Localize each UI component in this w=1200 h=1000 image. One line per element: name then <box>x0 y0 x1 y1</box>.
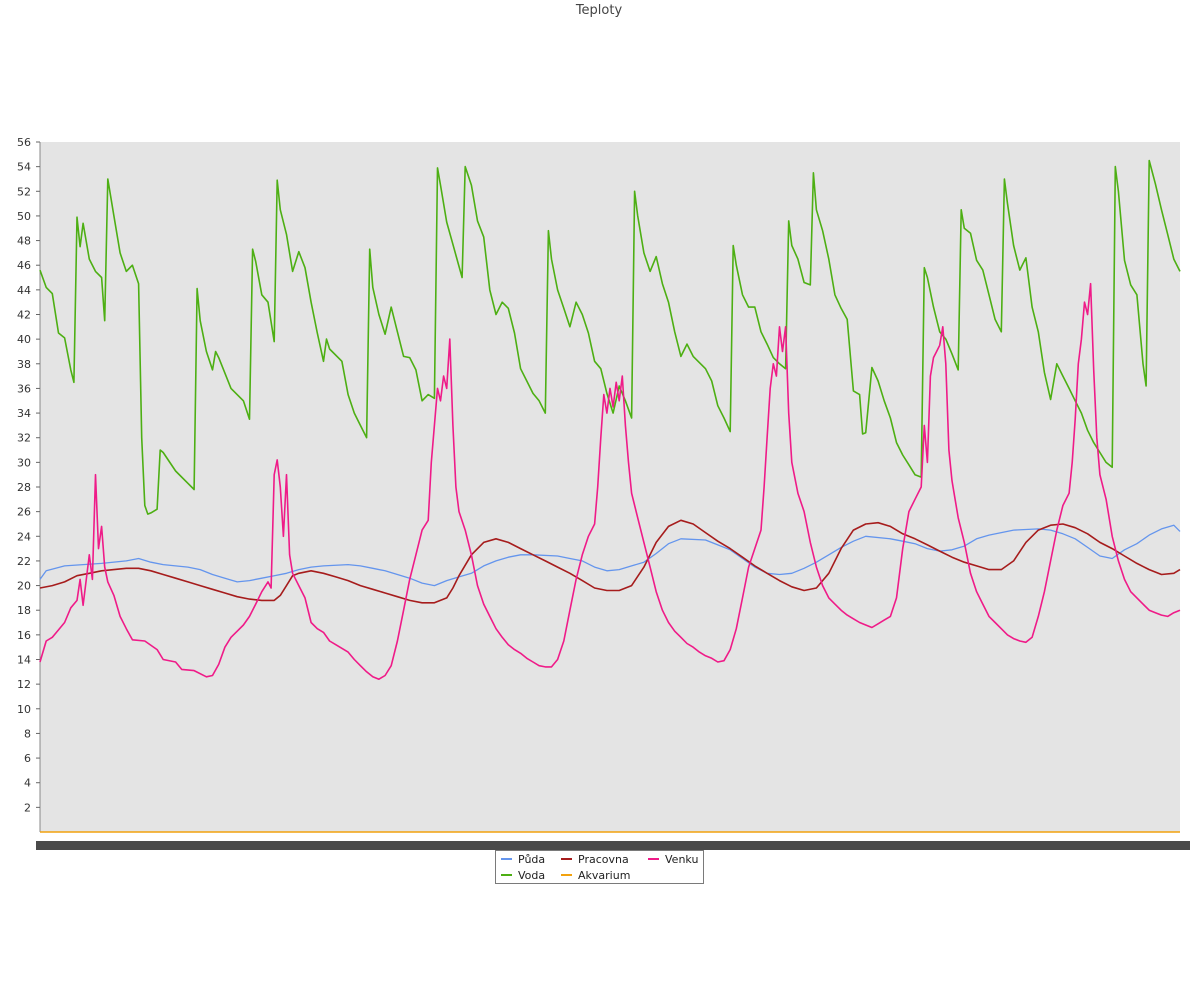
legend-swatch <box>501 858 512 860</box>
legend-label: Voda <box>518 869 546 882</box>
series-lines <box>39 159 1181 833</box>
plot-area <box>40 142 1180 832</box>
y-tick-label: 18 <box>17 604 31 617</box>
y-tick-label: 14 <box>17 654 31 667</box>
y-tick-label: 6 <box>24 752 31 765</box>
legend-item: Akvarium <box>561 869 630 883</box>
y-tick-label: 20 <box>17 580 31 593</box>
legend-label: Akvarium <box>578 869 631 882</box>
legend: Půda Pracovna Venku Voda Akvarium <box>495 850 704 884</box>
legend-swatch <box>561 874 572 876</box>
y-tick-label: 2 <box>24 801 31 814</box>
legend-swatch <box>501 874 512 876</box>
x-axis-tick-band <box>36 841 1190 850</box>
y-tick-label: 44 <box>17 284 31 297</box>
y-tick-label: 50 <box>17 210 31 223</box>
y-tick-label: 32 <box>17 432 31 445</box>
y-tick-label: 56 <box>17 136 31 149</box>
series-line-4 <box>39 282 1181 681</box>
y-tick-label: 52 <box>17 185 31 198</box>
y-tick-label: 16 <box>17 629 31 642</box>
y-tick-label: 54 <box>17 161 31 174</box>
y-tick-label: 42 <box>17 309 31 322</box>
legend-swatch <box>648 858 659 860</box>
y-tick-label: 12 <box>17 678 31 691</box>
series-line-0 <box>39 524 1181 587</box>
y-tick-label: 48 <box>17 235 31 248</box>
y-tick-label: 24 <box>17 530 31 543</box>
legend-label: Venku <box>665 853 699 866</box>
series-line-1 <box>39 159 1181 515</box>
legend-item: Voda <box>501 869 545 883</box>
y-tick-label: 30 <box>17 456 31 469</box>
legend-item: Venku <box>648 853 698 867</box>
y-axis-ticks: 2468101214161820222426283032343638404244… <box>17 136 40 814</box>
legend-item: Půda <box>501 853 545 867</box>
y-tick-label: 34 <box>17 407 31 420</box>
legend-item: Pracovna <box>561 853 629 867</box>
legend-swatch <box>561 858 572 860</box>
y-tick-label: 10 <box>17 703 31 716</box>
legend-label: Pracovna <box>578 853 629 866</box>
y-tick-label: 28 <box>17 481 31 494</box>
y-tick-label: 36 <box>17 382 31 395</box>
y-tick-label: 38 <box>17 358 31 371</box>
series-line-2 <box>39 519 1181 604</box>
legend-label: Půda <box>518 853 546 866</box>
chart-title: Teploty <box>575 3 623 18</box>
y-tick-label: 22 <box>17 555 31 568</box>
y-tick-label: 8 <box>24 727 31 740</box>
y-tick-label: 40 <box>17 333 31 346</box>
y-tick-label: 4 <box>24 777 31 790</box>
y-tick-label: 46 <box>17 259 31 272</box>
y-tick-label: 26 <box>17 506 31 519</box>
